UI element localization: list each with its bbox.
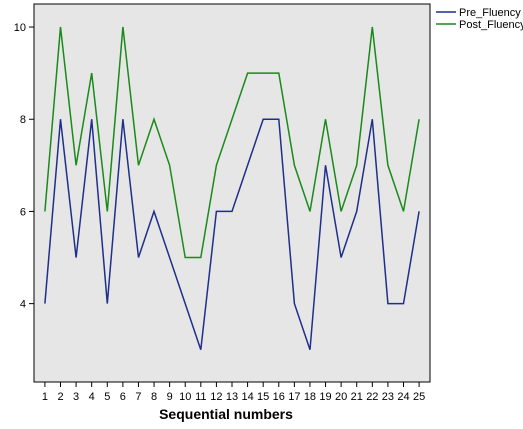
series-line-post-fluency (44, 26, 420, 259)
x-tick-label: 3 (73, 391, 79, 403)
y-tick-label: 8 (20, 114, 26, 126)
x-tick-label: 6 (120, 391, 126, 403)
x-tick-label: 23 (382, 391, 394, 403)
x-tick-label: 21 (351, 391, 363, 403)
x-tick-label: 11 (195, 391, 206, 403)
x-axis: 1 2 3 4 5 6 7 8 9 10 11 12 13 14 15 16 17 18 19 20 21 22 23 24 2… (42, 382, 425, 403)
x-tick-label: 19 (319, 391, 331, 403)
x-tick-label: 10 (179, 391, 191, 403)
x-tick-label: 1 (42, 391, 48, 403)
x-tick-label: 16 (273, 391, 285, 403)
x-tick-label: 14 (241, 391, 253, 403)
series-lines (44, 26, 420, 350)
x-tick-label: 9 (167, 391, 173, 403)
x-tick-label: 7 (135, 391, 141, 403)
series-line-pre-fluency (44, 118, 420, 350)
x-tick-label: 12 (210, 391, 222, 403)
x-tick-label: 24 (397, 391, 409, 403)
x-tick-label: 15 (257, 391, 269, 403)
y-axis: 4 6 8 10 (14, 22, 34, 311)
x-tick-label: 18 (304, 391, 316, 403)
y-tick-label: 6 (20, 206, 26, 218)
x-tick-label: 17 (288, 391, 300, 403)
x-tick-label: 20 (335, 391, 347, 403)
y-tick-label: 4 (20, 299, 26, 311)
x-tick-label: 5 (104, 391, 110, 403)
x-tick-label: 8 (151, 391, 157, 403)
x-tick-label: 13 (226, 391, 238, 403)
x-tick-label: 4 (89, 391, 95, 403)
plot-area (33, 3, 431, 383)
x-tick-label: 2 (57, 391, 63, 403)
legend-label: Pre_Fluency (459, 7, 521, 19)
x-tick-label: 22 (366, 391, 378, 403)
x-axis-title: Sequential numbers (159, 406, 293, 422)
x-tick-label: 25 (413, 391, 425, 403)
legend-label: Post_Fluency (459, 19, 523, 31)
y-tick-label: 10 (14, 22, 26, 34)
